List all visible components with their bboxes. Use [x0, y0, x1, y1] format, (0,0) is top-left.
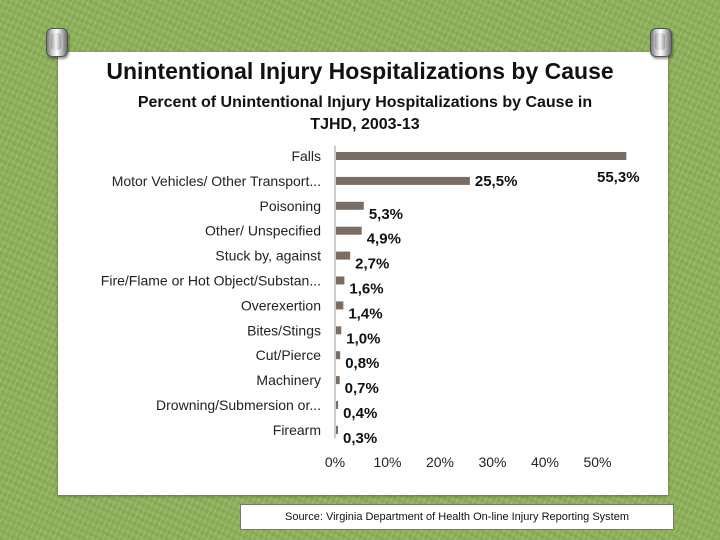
category-label: Poisoning — [260, 198, 322, 214]
data-label: 25,5% — [475, 173, 518, 190]
category-label: Motor Vehicles/ Other Transport... — [112, 173, 321, 189]
category-label: Cut/Pierce — [256, 347, 322, 363]
x-tick-label: 20% — [426, 454, 454, 470]
pushpin-icon — [46, 28, 68, 57]
chart-title: Percent of Unintentional Injury Hospital… — [137, 94, 593, 133]
bar — [336, 201, 364, 210]
data-label: 1,0% — [346, 330, 380, 347]
category-label: Falls — [291, 148, 321, 164]
data-label: 1,6% — [349, 281, 383, 298]
x-tick-label: 40% — [531, 454, 559, 470]
x-tick-label: 30% — [478, 454, 506, 470]
category-label: Stuck by, against — [215, 248, 321, 264]
category-label: Fire/Flame or Hot Object/Substan... — [101, 273, 321, 289]
data-label: 0,4% — [343, 405, 377, 422]
bar — [336, 251, 351, 260]
x-tick-label: 50% — [583, 454, 611, 470]
category-label: Bites/Stings — [247, 322, 321, 338]
bar — [336, 226, 362, 235]
category-label: Other/ Unspecified — [205, 223, 321, 239]
bar — [336, 301, 344, 310]
bar — [336, 176, 470, 185]
data-label: 2,7% — [355, 256, 389, 273]
data-label: 55,3% — [597, 169, 640, 186]
slide-title: Unintentional Injury Hospitalizations by… — [106, 58, 614, 84]
data-label: 0,8% — [345, 355, 379, 372]
category-label: Drowning/Submersion or... — [156, 397, 321, 413]
data-label: 5,3% — [369, 206, 403, 223]
bar — [336, 276, 345, 285]
bar — [336, 351, 341, 360]
bar — [336, 376, 340, 385]
bar — [336, 326, 342, 335]
x-tick-label: 0% — [325, 454, 345, 470]
slide-card — [58, 52, 668, 495]
bar — [336, 425, 338, 434]
data-label: 0,3% — [343, 430, 377, 447]
data-label: 0,7% — [345, 380, 379, 397]
data-label: 1,4% — [348, 305, 382, 322]
bar — [336, 401, 339, 409]
bar — [336, 152, 627, 160]
category-label: Overexertion — [241, 297, 321, 313]
source-note: Source: Virginia Department of Health On… — [240, 504, 674, 530]
pushpin-icon — [650, 28, 672, 57]
x-tick-label: 10% — [373, 454, 401, 470]
data-label: 4,9% — [367, 231, 401, 248]
category-label: Firearm — [273, 422, 321, 438]
category-label: Machinery — [256, 372, 321, 388]
